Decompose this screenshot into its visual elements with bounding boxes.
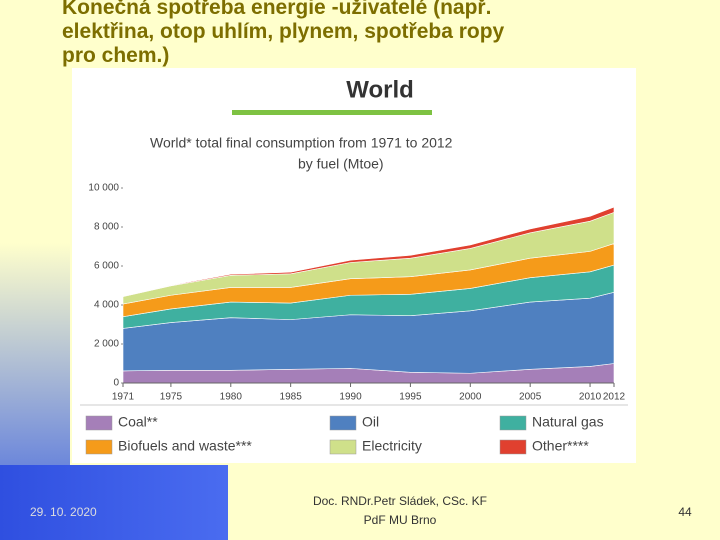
chart-subtitle: by fuel (Mtoe)	[298, 156, 384, 172]
y-tick-label: 6 000	[94, 261, 119, 272]
legend-label: Biofuels and waste***	[118, 438, 252, 454]
author: PdF MU Brno	[363, 513, 437, 527]
x-tick-label: 2012	[603, 392, 626, 403]
legend-swatch	[499, 415, 527, 431]
date: 29. 10. 2020	[30, 505, 97, 519]
y-tick-label: 0	[113, 378, 119, 389]
legend-swatch	[329, 439, 357, 455]
chart: World World* total final consumption fro…	[72, 68, 636, 463]
x-tick-label: 1971	[112, 392, 135, 403]
legend-label: Electricity	[362, 438, 422, 454]
x-tick-label: 1985	[280, 392, 303, 403]
chart-subtitle: World* total final consumption from 1971…	[150, 135, 453, 151]
legend-label: Oil	[362, 414, 379, 430]
x-tick-label: 1975	[160, 392, 183, 403]
page-number: 44	[678, 505, 692, 519]
legend-label: Coal**	[118, 414, 158, 430]
header-bar	[232, 110, 432, 115]
y-tick-label: 8 000	[94, 222, 119, 233]
x-tick-label: 2010	[579, 392, 602, 403]
legend-swatch	[85, 439, 113, 455]
slide-title: elektřina, otop uhlím, plynem, spotřeba …	[62, 20, 505, 43]
y-tick-label: 10 000	[88, 183, 119, 194]
y-tick-label: 2 000	[94, 339, 119, 350]
x-tick-label: 1990	[339, 392, 362, 403]
author: Doc. RNDr.Petr Sládek, CSc. KF	[312, 494, 488, 508]
area	[122, 206, 615, 297]
legend-label: Other****	[532, 438, 589, 454]
legend-label: Natural gas	[532, 414, 604, 430]
chart-title: World	[346, 76, 414, 103]
legend-swatch	[85, 415, 113, 431]
x-tick-label: 2005	[519, 392, 542, 403]
decoration	[0, 465, 228, 540]
x-tick-label: 1995	[399, 392, 422, 403]
legend-swatch	[499, 439, 527, 455]
x-tick-label: 1980	[220, 392, 243, 403]
slide-title: Konečná spotřeba energie -uživatelé (nap…	[62, 0, 492, 19]
slide-title: pro chem.)	[62, 44, 170, 67]
x-tick-label: 2000	[459, 392, 482, 403]
legend-swatch	[329, 415, 357, 431]
y-tick-label: 4 000	[94, 300, 119, 311]
